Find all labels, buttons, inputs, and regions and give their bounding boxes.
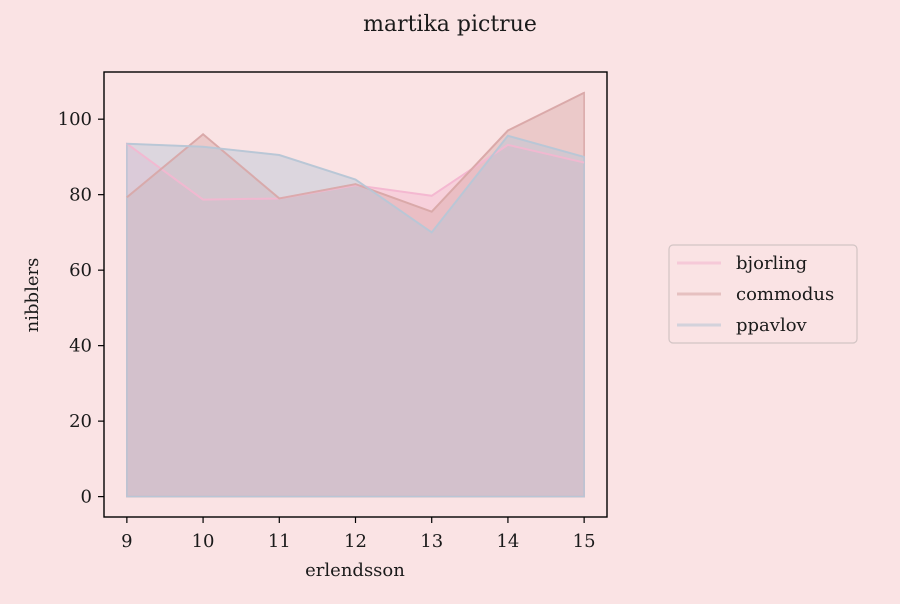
x-axis-ticks: 9 10 11 12 13 14 15 xyxy=(121,517,596,552)
y-tick-label: 0 xyxy=(81,487,92,508)
legend-items: bjorling commodus ppavlov xyxy=(677,253,834,336)
y-axis-ticks: 0 20 40 60 80 100 xyxy=(58,109,104,508)
y-axis-label: nibblers xyxy=(22,258,43,333)
line-ppavlov xyxy=(126,134,585,234)
legend-box xyxy=(668,244,858,344)
y-tick-label: 40 xyxy=(69,336,92,357)
x-tick-label: 10 xyxy=(192,531,215,552)
x-tick-label: 15 xyxy=(573,531,596,552)
legend-label-ppavlov: ppavlov xyxy=(736,315,808,336)
y-tick-label: 100 xyxy=(58,109,92,130)
legend-label-commodus: commodus xyxy=(736,284,834,305)
legend: bjorling commodus ppavlov xyxy=(668,244,858,344)
area-ppavlov xyxy=(126,134,585,498)
series-areas xyxy=(126,91,585,498)
x-tick-label: 12 xyxy=(344,531,367,552)
y-tick-label: 60 xyxy=(69,260,92,281)
x-axis-label: erlendsson xyxy=(305,560,405,581)
x-tick-label: 11 xyxy=(268,531,291,552)
line-commodus xyxy=(126,91,585,213)
x-tick-label: 14 xyxy=(496,531,519,552)
chart-title: martika pictrue xyxy=(363,12,537,37)
x-tick-label: 9 xyxy=(121,531,132,552)
y-tick-label: 80 xyxy=(69,185,92,206)
line-bjorling xyxy=(126,142,585,201)
series-lines xyxy=(126,91,585,234)
x-tick-label: 13 xyxy=(420,531,443,552)
y-tick-label: 20 xyxy=(69,411,92,432)
legend-label-bjorling: bjorling xyxy=(736,253,807,274)
